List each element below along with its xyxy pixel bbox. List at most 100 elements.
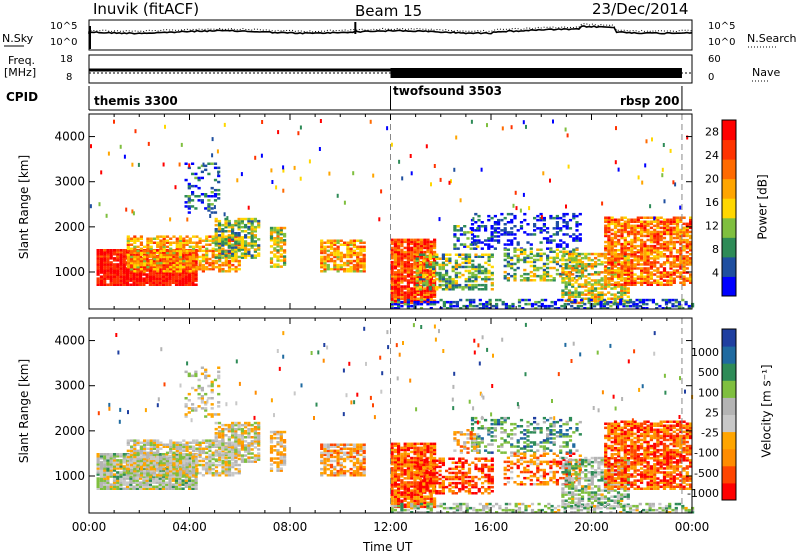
power-echo-cell: [472, 304, 476, 308]
power-echo-cell: [231, 248, 235, 251]
velocity-echo-cell: [148, 485, 152, 488]
power-echo-cell: [438, 263, 442, 267]
power-echo-cell: [614, 160, 617, 165]
power-echo-cell: [423, 263, 427, 266]
power-echo-cell: [403, 265, 407, 268]
velocity-echo-cell: [205, 463, 209, 467]
power-echo-cell: [474, 267, 478, 271]
velocity-echo-cell: [175, 449, 179, 453]
power-echo-cell: [96, 253, 100, 256]
power-echo-cell: [234, 250, 238, 253]
velocity-echo-cell: [109, 487, 113, 490]
power-echo-cell: [649, 253, 653, 256]
power-echo-cell: [227, 246, 231, 249]
velocity-echo-cell: [119, 477, 123, 480]
power-echo-cell: [571, 279, 575, 282]
power-echo-cell: [188, 251, 192, 254]
power-echo-cell: [320, 247, 324, 251]
power-echo-cell: [675, 234, 680, 238]
power-echo-cell: [403, 299, 407, 302]
power-echo-cell: [435, 273, 439, 277]
velocity-echo-cell: [172, 453, 176, 457]
power-echo-cell: [410, 248, 414, 252]
velocity-echo-cell: [136, 474, 140, 477]
velocity-echo-cell: [152, 441, 156, 444]
power-echo-cell: [400, 289, 404, 292]
power-echo-cell: [572, 264, 576, 268]
power-echo-cell: [656, 222, 660, 226]
power-echo-cell: [623, 299, 627, 302]
power-echo-cell: [191, 273, 195, 276]
power-echo-cell: [184, 201, 188, 204]
power-echo-cell: [178, 235, 183, 238]
power-echo-cell: [182, 245, 186, 249]
power-echo-cell: [632, 302, 636, 306]
power-echo-cell: [410, 279, 414, 282]
power-echo-cell: [125, 275, 130, 278]
power-echo-cell: [501, 126, 504, 131]
power-echo-cell: [563, 304, 567, 308]
power-echo-cell: [210, 186, 214, 190]
power-echo-cell: [250, 217, 254, 221]
velocity-echo-cell: [143, 463, 147, 467]
power-echo-cell: [198, 267, 202, 271]
velocity-echo-cell: [169, 443, 173, 446]
power-echo-cell: [461, 257, 465, 260]
power-echo-cell: [418, 265, 423, 269]
power-echo-cell: [594, 297, 598, 300]
velocity-echo-cell: [106, 481, 110, 484]
power-echo-cell: [649, 277, 653, 280]
power-echo-cell: [149, 239, 153, 242]
power-echo-cell: [613, 222, 618, 226]
power-echo-cell: [633, 259, 637, 262]
power-echo-cell: [276, 251, 280, 254]
power-echo-cell: [572, 212, 576, 216]
power-echo-cell: [666, 226, 670, 230]
power-echo-cell: [359, 249, 363, 253]
power-echo-cell: [139, 251, 143, 255]
power-echo-cell: [604, 277, 608, 280]
velocity-echo-cell: [185, 455, 189, 459]
power-echo-cell: [148, 283, 152, 286]
power-echo-cell: [481, 269, 485, 273]
power-echo-cell: [433, 300, 437, 304]
power-echo-cell: [623, 291, 627, 294]
velocity-echo-cell: [172, 461, 176, 465]
power-echo-cell: [574, 289, 578, 292]
velocity-echo-cell: [152, 451, 156, 455]
velocity-echo-cell: [234, 467, 238, 471]
velocity-echo-cell: [221, 451, 225, 455]
power-echo-cell: [485, 307, 489, 310]
power-echo-cell: [623, 277, 627, 280]
power-echo-cell: [679, 236, 683, 240]
power-echo-cell: [596, 302, 600, 306]
velocity-echo-cell: [149, 465, 153, 469]
velocity-echo-cell: [142, 481, 146, 484]
power-echo-cell: [679, 253, 683, 256]
velocity-echo-cell: [133, 474, 137, 477]
power-echo-cell: [616, 301, 621, 305]
power-echo-cell: [406, 307, 410, 310]
power-echo-cell: [620, 289, 624, 292]
power-echo-cell: [626, 226, 631, 230]
power-echo-cell: [682, 238, 686, 242]
velocity-echo-cell: [148, 475, 152, 478]
velocity-echo-cell: [106, 477, 110, 480]
power-echo-cell: [571, 254, 575, 258]
power-echo-cell: [607, 246, 611, 250]
power-echo-cell: [433, 281, 437, 284]
power-echo-cell: [557, 307, 561, 310]
velocity-echo-cell: [201, 449, 205, 453]
power-echo-cell: [165, 255, 170, 259]
power-echo-cell: [646, 281, 650, 284]
velocity-echo-cell: [158, 479, 162, 482]
power-echo-cell: [184, 195, 188, 198]
power-echo-cell: [455, 302, 459, 306]
power-echo-cell: [390, 271, 394, 274]
power-echo-cell: [448, 279, 452, 283]
power-echo-cell: [584, 279, 588, 282]
power-echo-cell: [675, 236, 680, 240]
power-echo-cell: [613, 299, 617, 302]
velocity-echo-cell: [214, 459, 219, 463]
power-echo-cell: [99, 277, 103, 280]
